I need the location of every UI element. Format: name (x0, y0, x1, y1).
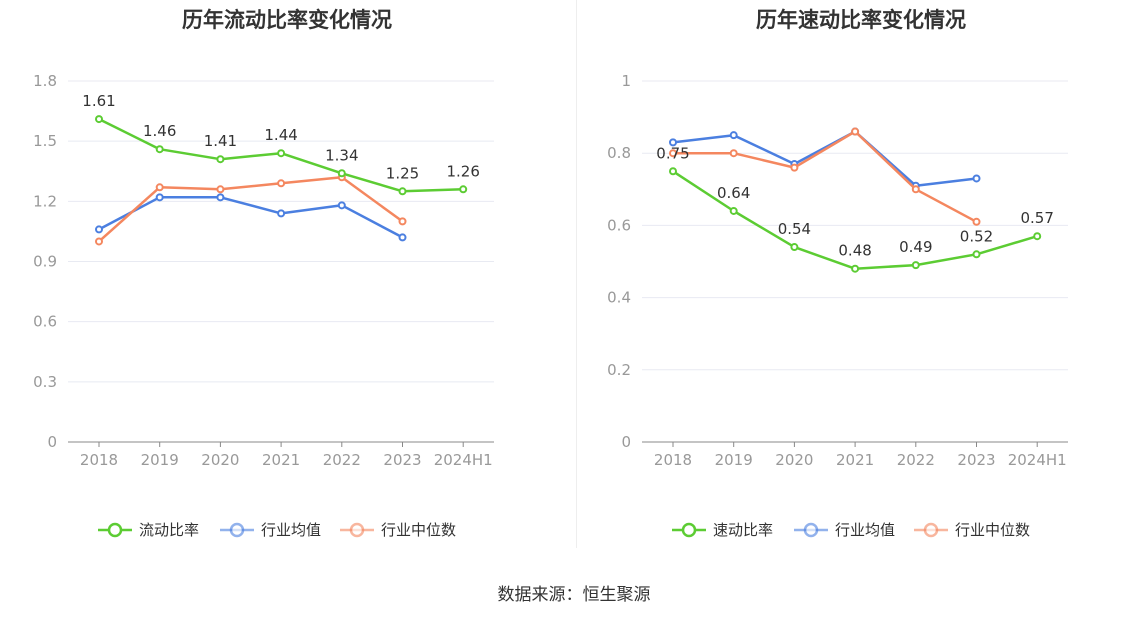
data-point (459, 185, 468, 194)
data-point (155, 145, 164, 154)
y-tick-label: 1 (621, 72, 631, 90)
data-point (337, 169, 346, 178)
quick-ratio-chart: 历年速动比率变化情况 0 0.2 0.4 0.6 0.8 1 2018 2019 2020 202… (574, 0, 1148, 560)
y-tick-label: 0.6 (607, 216, 631, 234)
data-point (790, 243, 799, 252)
data-label: 0.64 (717, 184, 750, 202)
data-point (277, 179, 286, 188)
data-point (729, 149, 738, 158)
data-point (790, 163, 799, 172)
data-point (972, 174, 981, 183)
data-point (851, 127, 860, 136)
x-tick-label: 2018 (654, 451, 692, 469)
y-tick-label: 1.5 (33, 132, 57, 150)
x-tick-label: 2021 (836, 451, 874, 469)
data-point (337, 201, 346, 210)
series-line (672, 130, 977, 187)
data-source: 数据来源：恒生聚源 (497, 585, 651, 605)
data-point (911, 185, 920, 194)
chart-title: 历年流动比率变化情况 (182, 8, 392, 32)
legend-marker (349, 522, 365, 538)
data-point (155, 193, 164, 202)
data-point (729, 131, 738, 140)
legend-marker (229, 522, 245, 538)
series-line (673, 130, 978, 223)
y-tick-label: 0.2 (607, 361, 631, 379)
y-tick-label: 0.4 (607, 289, 631, 307)
data-point (277, 149, 286, 158)
x-tick-label: 2020 (775, 451, 813, 469)
data-label: 0.75 (656, 144, 689, 162)
y-tick-label: 0 (47, 433, 57, 451)
data-label: 1.34 (325, 146, 358, 164)
data-label: 1.26 (446, 162, 479, 180)
legend-label: 行业均值 (835, 521, 895, 539)
data-point (216, 155, 225, 164)
data-point (669, 138, 677, 147)
data-point (972, 217, 981, 226)
legend-marker (923, 522, 939, 538)
current-ratio-chart: 历年流动比率变化情况 0 0.3 0.6 0.9 1.2 1.5 1.8 2018 2019 20… (0, 0, 574, 560)
data-label: 0.49 (899, 238, 932, 256)
x-tick-label: 2020 (201, 451, 239, 469)
data-point (669, 149, 677, 158)
data-point (729, 206, 738, 215)
legend-label: 速动比率 (713, 521, 773, 539)
quick-ratio-plot: 0 0.2 0.4 0.6 0.8 1 2018 2019 2020 2021 2022 2023 20… (607, 72, 1068, 539)
x-tick-label: 2022 (897, 451, 935, 469)
legend-label: 行业均值 (261, 521, 321, 539)
y-tick-label: 0.3 (33, 373, 57, 391)
data-label: 0.54 (778, 220, 811, 238)
legend-marker (681, 522, 697, 538)
chart-title: 历年速动比率变化情况 (756, 8, 966, 32)
current-ratio-plot: 0 0.3 0.6 0.9 1.2 1.5 1.8 2018 2019 2020 2021 2022 2… (33, 72, 494, 539)
data-label: 0.57 (1020, 209, 1053, 227)
data-label: 1.44 (264, 126, 297, 144)
legend-label: 流动比率 (139, 521, 199, 539)
series-line (98, 196, 404, 239)
data-point (1033, 232, 1042, 241)
data-point (95, 225, 103, 234)
data-point (851, 264, 860, 273)
data-label: 1.61 (82, 92, 115, 110)
x-tick-label: 2024H1 (1008, 451, 1067, 469)
data-label: 0.52 (960, 227, 993, 245)
x-tick-label: 2019 (141, 451, 179, 469)
legend-label: 行业中位数 (955, 521, 1030, 539)
y-tick-label: 0.9 (33, 253, 57, 271)
y-tick-label: 0.6 (33, 313, 57, 331)
data-point (669, 167, 677, 176)
y-tick-label: 1.2 (33, 192, 57, 210)
data-point (911, 261, 920, 270)
x-tick-label: 2023 (957, 451, 995, 469)
data-label: 1.41 (204, 132, 237, 150)
y-tick-label: 0 (621, 433, 631, 451)
x-tick-label: 2021 (262, 451, 300, 469)
x-tick-label: 2022 (323, 451, 361, 469)
series-line (98, 176, 404, 243)
data-point (972, 250, 981, 259)
legend-marker (803, 522, 819, 538)
data-point (216, 185, 225, 194)
data-point (398, 217, 407, 226)
data-point (277, 209, 286, 218)
x-tick-label: 2023 (383, 451, 421, 469)
legend-label: 行业中位数 (381, 521, 456, 539)
chart-divider (576, 0, 577, 548)
data-label: 1.46 (143, 122, 176, 140)
data-point (95, 237, 103, 246)
x-tick-label: 2018 (80, 451, 118, 469)
x-tick-label: 2024H1 (434, 451, 493, 469)
y-tick-label: 1.8 (33, 72, 57, 90)
data-point (155, 183, 164, 192)
data-label: 0.48 (838, 242, 871, 260)
data-point (95, 115, 103, 124)
data-point (216, 193, 225, 202)
data-point (398, 187, 407, 196)
x-tick-label: 2019 (715, 451, 753, 469)
legend-marker (107, 522, 123, 538)
data-point (398, 233, 407, 242)
y-tick-label: 0.8 (607, 144, 631, 162)
data-label: 1.25 (386, 164, 419, 182)
